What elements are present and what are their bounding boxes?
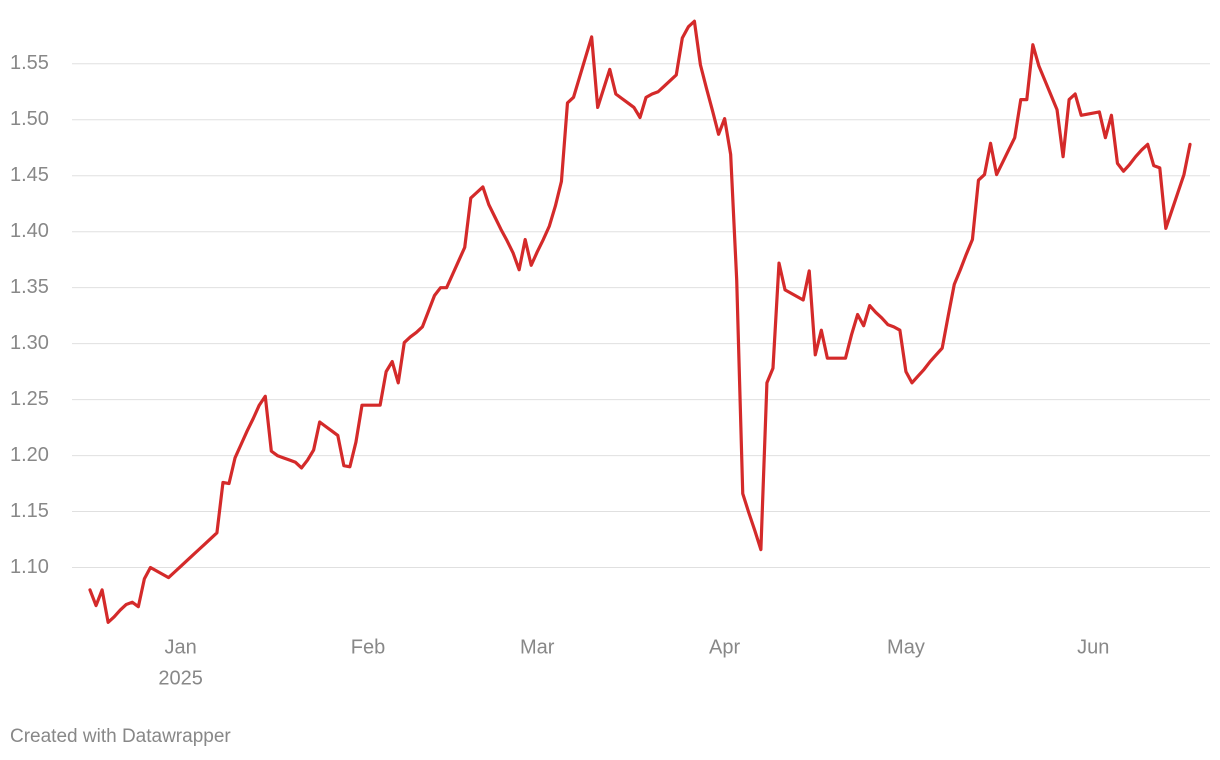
data-line bbox=[88, 19, 1192, 624]
y-tick-label: 1.35 bbox=[10, 276, 49, 298]
x-tick-label: Apr bbox=[709, 636, 740, 658]
y-tick-label: 1.15 bbox=[10, 500, 49, 522]
footer: Created with Datawrapper bbox=[10, 726, 231, 747]
y-tick-label: 1.25 bbox=[10, 388, 49, 410]
y-tick-label: 1.30 bbox=[10, 332, 49, 354]
y-tick-label: 1.45 bbox=[10, 164, 49, 186]
y-tick-label: 1.55 bbox=[10, 52, 49, 74]
x-tick-label: Jan bbox=[165, 636, 197, 658]
y-tick-label: 1.50 bbox=[10, 108, 49, 130]
x-year-label: 2025 bbox=[158, 667, 203, 689]
y-tick-label: 1.10 bbox=[10, 556, 49, 578]
x-tick-label: May bbox=[887, 636, 925, 658]
y-tick-label: 1.40 bbox=[10, 220, 49, 242]
x-tick-label: Jun bbox=[1077, 636, 1109, 658]
x-tick-label: Mar bbox=[520, 636, 555, 658]
y-tick-label: 1.20 bbox=[10, 444, 49, 466]
x-tick-label: Feb bbox=[351, 636, 385, 658]
